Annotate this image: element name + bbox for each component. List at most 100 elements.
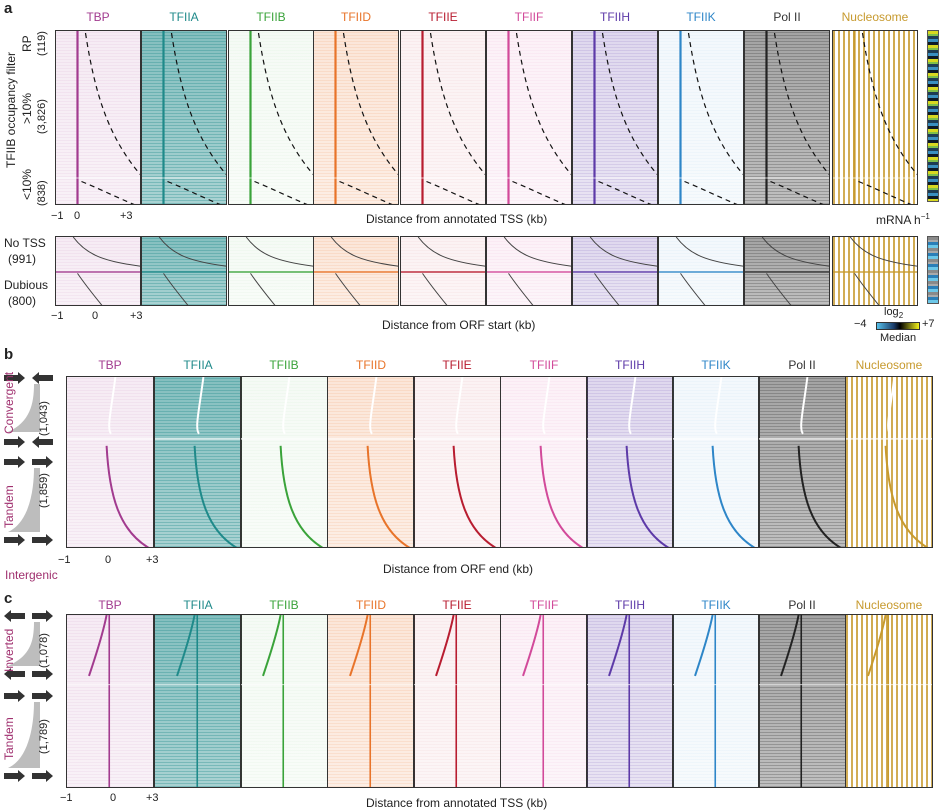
gene-arrow-icon <box>32 436 53 448</box>
b-heatmap-tfiid <box>327 376 415 548</box>
gene-arrow-icon <box>32 456 53 468</box>
gene-arrow-icon <box>32 372 53 384</box>
a-top-heatmap-tfiie <box>400 30 486 205</box>
gene-arrow-icon <box>4 668 25 680</box>
colorbar-title: log2 <box>884 306 904 321</box>
c-schem-svg <box>4 610 53 782</box>
b-label-tfiik: TFIIK <box>701 358 731 372</box>
a-bot-heatmap-tfiif <box>486 236 572 306</box>
mrna-label: mRNA h−1 <box>876 212 930 227</box>
b-heatmap-tfiie <box>413 376 501 548</box>
a-label-tfiif: TFIIF <box>514 10 544 24</box>
a-bot-xtick-neg1: −1 <box>51 310 64 322</box>
gene-arrow-icon <box>4 372 25 384</box>
c-label-tfiif: TFIIF <box>529 598 559 612</box>
intergenic-label: Intergenic <box>5 568 58 582</box>
c-heatmap-pol-ii <box>758 614 846 788</box>
gene-arrow-icon <box>4 770 25 782</box>
gene-arrow-icon <box>32 534 53 546</box>
c-heatmap-tfiid <box>327 614 415 788</box>
c-xtick-neg1: −1 <box>60 792 73 804</box>
a-bot-xlabel: Distance from ORF start (kb) <box>382 318 536 332</box>
gene-arrow-icon <box>32 610 53 622</box>
a-bot-heatmap-tfiia <box>141 236 227 306</box>
a-top-heatmap-tfiia <box>141 30 227 205</box>
a-top-xtick-0: 0 <box>74 210 81 222</box>
a-top-heatmap-tfiid <box>313 30 399 205</box>
c-heatmap-tfiib <box>240 614 328 788</box>
group-tandem-c-count: (1,789) <box>38 719 50 754</box>
gene-arrow-icon <box>4 610 25 622</box>
b-heatmap-pol-ii <box>758 376 846 548</box>
gene-arrow-icon <box>32 668 53 680</box>
group-rp-count: (119) <box>36 31 48 56</box>
b-label-pol-ii: Pol II <box>788 358 816 372</box>
a-top-xtick-neg1: −1 <box>51 210 64 222</box>
gene-arrow-icon <box>4 436 25 448</box>
b-xtick-neg1: −1 <box>58 554 71 566</box>
b-heatmap-tfiik <box>672 376 760 548</box>
gray-wedge-icon <box>8 468 40 532</box>
a-bot-heatmap-tfiie <box>400 236 486 306</box>
gene-arrow-icon <box>4 534 25 546</box>
c-label-tfiih: TFIIH <box>615 598 645 612</box>
c-label-nucleosome: Nucleosome <box>855 598 923 612</box>
panel-a-side-title: TFIIB occupancy filter <box>4 51 18 168</box>
a-label-tfiih: TFIIH <box>600 10 630 24</box>
c-xtick-0: 0 <box>110 792 117 804</box>
a-label-tfiia: TFIIA <box>169 10 199 24</box>
a-top-heatmap-tfiih <box>572 30 658 205</box>
a-label-tfiib: TFIIB <box>256 10 286 24</box>
colorbar <box>876 322 920 330</box>
b-label-tfiih: TFIIH <box>615 358 645 372</box>
gene-arrow-icon <box>32 690 53 702</box>
group-rp-label: RP <box>20 35 34 52</box>
a-label-nucleosome: Nucleosome <box>841 10 909 24</box>
a-bot-heatmap-pol-ii <box>744 236 830 306</box>
a-bot-heatmap-tfiik <box>658 236 744 306</box>
a-top-heatmap-pol-ii <box>744 30 830 205</box>
b-heatmap-tfiib <box>240 376 328 548</box>
c-xlabel: Distance from annotated TSS (kb) <box>366 796 548 810</box>
c-label-tfiik: TFIIK <box>701 598 731 612</box>
c-heatmap-tfiif <box>500 614 588 788</box>
a-bot-xtick-3: +3 <box>130 310 143 322</box>
colorbar-max: +7 <box>922 318 935 330</box>
mrna-sidebar-top <box>927 30 939 202</box>
a-label-tfiie: TFIIE <box>428 10 458 24</box>
group-dubious-count: (800) <box>8 294 37 308</box>
colorbar-min: −4 <box>854 318 867 330</box>
gray-wedge-icon <box>8 384 40 432</box>
b-label-nucleosome: Nucleosome <box>855 358 923 372</box>
c-label-pol-ii: Pol II <box>788 598 816 612</box>
gene-arrow-icon <box>32 770 53 782</box>
panel-c-letter: c <box>4 590 13 607</box>
b-label-tfiie: TFIIE <box>442 358 472 372</box>
b-heatmap-tfiia <box>154 376 242 548</box>
gray-wedge-icon <box>8 622 40 666</box>
a-label-tbp: TBP <box>86 10 110 24</box>
b-label-tbp: TBP <box>98 358 122 372</box>
c-xtick-3: +3 <box>146 792 159 804</box>
a-top-heatmap-tfiik <box>658 30 744 205</box>
b-heatmap-tfiif <box>500 376 588 548</box>
a-top-heatmap-nucleosome <box>832 30 918 205</box>
a-label-pol-ii: Pol II <box>773 10 801 24</box>
c-heatmap-tbp <box>66 614 154 788</box>
a-bot-heatmap-tbp <box>55 236 141 306</box>
a-top-heatmap-tfiib <box>228 30 314 205</box>
b-label-tfiid: TFIID <box>356 358 386 372</box>
b-heatmap-tfiih <box>586 376 674 548</box>
a-bot-heatmap-nucleosome <box>832 236 918 306</box>
b-xtick-0: 0 <box>105 554 112 566</box>
group-tandem-c-label: Tandem <box>2 717 16 760</box>
b-heatmap-nucleosome <box>845 376 933 548</box>
panel-a-letter: a <box>4 0 13 17</box>
colorbar-caption: Median <box>880 332 917 344</box>
c-label-tfiie: TFIIE <box>442 598 472 612</box>
a-bot-heatmap-tfiid <box>313 236 399 306</box>
b-label-tfiia: TFIIA <box>183 358 213 372</box>
gene-arrow-icon <box>4 690 25 702</box>
c-label-tfiib: TFIIB <box>269 598 299 612</box>
c-heatmap-nucleosome <box>845 614 933 788</box>
